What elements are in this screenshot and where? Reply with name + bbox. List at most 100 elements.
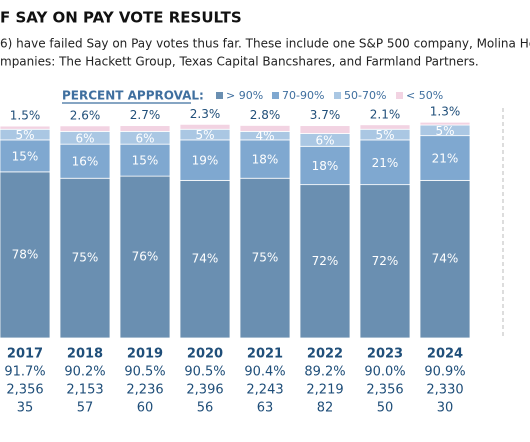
value-label: 18% (312, 159, 339, 173)
value-label: 1.5% (10, 109, 41, 123)
bar-segment (239, 177, 291, 339)
failed-label: 30 (437, 401, 454, 416)
count-label: 2,330 (426, 383, 463, 398)
value-label: 4% (255, 129, 274, 143)
value-label: 2.3% (190, 107, 221, 121)
year-label: 2018 (67, 347, 103, 362)
failed-label: 56 (197, 401, 214, 416)
bar-segment (239, 139, 291, 179)
legend-swatch (216, 92, 223, 99)
bar-segment (0, 125, 51, 130)
year-label: 2023 (367, 347, 403, 362)
legend-title: PERCENT APPROVAL: (62, 89, 204, 103)
failed-label: 57 (77, 401, 94, 416)
year-label: 2022 (307, 347, 343, 362)
bar-segment (239, 125, 291, 132)
year-label: 2019 (127, 347, 163, 362)
value-label: 2.7% (130, 108, 161, 122)
approval-label: 90.2% (64, 365, 105, 380)
subtitle: 6) have failed Say on Pay votes thus far… (0, 37, 530, 51)
approval-label: 90.9% (424, 365, 465, 380)
approval-label: 91.7% (4, 365, 45, 380)
bar-segment (0, 171, 51, 339)
value-label: 2.1% (370, 107, 401, 121)
bar-segment (179, 139, 231, 181)
approval-label: 89.2% (304, 365, 345, 380)
value-label: 15% (132, 154, 159, 168)
value-label: 1.3% (430, 105, 461, 119)
bar-segment (299, 184, 351, 339)
value-label: 74% (192, 252, 219, 266)
value-label: 6% (315, 133, 334, 147)
failed-label: 82 (317, 401, 334, 416)
legend-label: 70-90% (282, 89, 324, 102)
subtitle: mpanies: The Hackett Group, Texas Capita… (0, 55, 479, 69)
failed-label: 63 (257, 401, 274, 416)
value-label: 75% (72, 251, 99, 265)
value-label: 72% (312, 254, 339, 268)
value-label: 75% (252, 251, 279, 265)
value-label: 15% (12, 149, 39, 163)
bar-segment (419, 121, 471, 126)
bar-segment (0, 139, 51, 173)
bar-segment (359, 124, 411, 130)
bar-segment (119, 175, 171, 339)
chart-title: F SAY ON PAY VOTE RESULTS (0, 9, 242, 27)
bar-segment (59, 125, 111, 132)
value-label: 18% (252, 153, 279, 167)
value-label: 19% (192, 154, 219, 168)
legend-label: < 50% (406, 89, 443, 102)
approval-label: 90.5% (124, 365, 165, 380)
value-label: 5% (375, 128, 394, 142)
value-label: 74% (432, 252, 459, 266)
bar-segment (119, 125, 171, 132)
legend-swatch (396, 92, 403, 99)
bar-segment (119, 143, 171, 177)
count-label: 2,236 (126, 383, 163, 398)
count-label: 2,396 (186, 383, 223, 398)
value-label: 2.6% (70, 108, 101, 122)
bar-segment (299, 125, 351, 134)
legend-label: 50-70% (344, 89, 386, 102)
year-label: 2020 (187, 347, 223, 362)
count-label: 2,356 (366, 383, 403, 398)
value-label: 3.7% (310, 108, 341, 122)
value-label: 5% (195, 128, 214, 142)
value-label: 72% (372, 254, 399, 268)
failed-label: 50 (377, 401, 394, 416)
count-label: 2,243 (246, 383, 283, 398)
legend-swatch (334, 92, 341, 99)
approval-label: 90.4% (244, 365, 285, 380)
approval-label: 90.0% (364, 365, 405, 380)
value-label: 5% (15, 128, 34, 142)
bar-segment (419, 135, 471, 181)
approval-label: 90.5% (184, 365, 225, 380)
value-label: 6% (135, 131, 154, 145)
legend-label: > 90% (226, 89, 263, 102)
bar-segment (359, 184, 411, 339)
count-label: 2,356 (6, 383, 43, 398)
value-label: 5% (435, 124, 454, 138)
year-label: 2024 (427, 347, 463, 362)
bar-segment (419, 179, 471, 339)
value-label: 76% (132, 250, 159, 264)
year-label: 2021 (247, 347, 283, 362)
bar-segment (299, 145, 351, 186)
value-label: 16% (72, 155, 99, 169)
value-label: 2.8% (250, 108, 281, 122)
count-label: 2,219 (306, 383, 343, 398)
failed-label: 60 (137, 401, 154, 416)
bar-segment (59, 177, 111, 339)
bar-segment (59, 143, 111, 179)
value-label: 78% (12, 247, 39, 261)
bar-segment (179, 179, 231, 339)
value-label: 21% (432, 152, 459, 166)
legend-swatch (272, 92, 279, 99)
year-label: 2017 (7, 347, 43, 362)
bar-segment (179, 123, 231, 130)
failed-label: 35 (17, 401, 34, 416)
value-label: 6% (75, 131, 94, 145)
count-label: 2,153 (66, 383, 103, 398)
value-label: 21% (372, 156, 399, 170)
